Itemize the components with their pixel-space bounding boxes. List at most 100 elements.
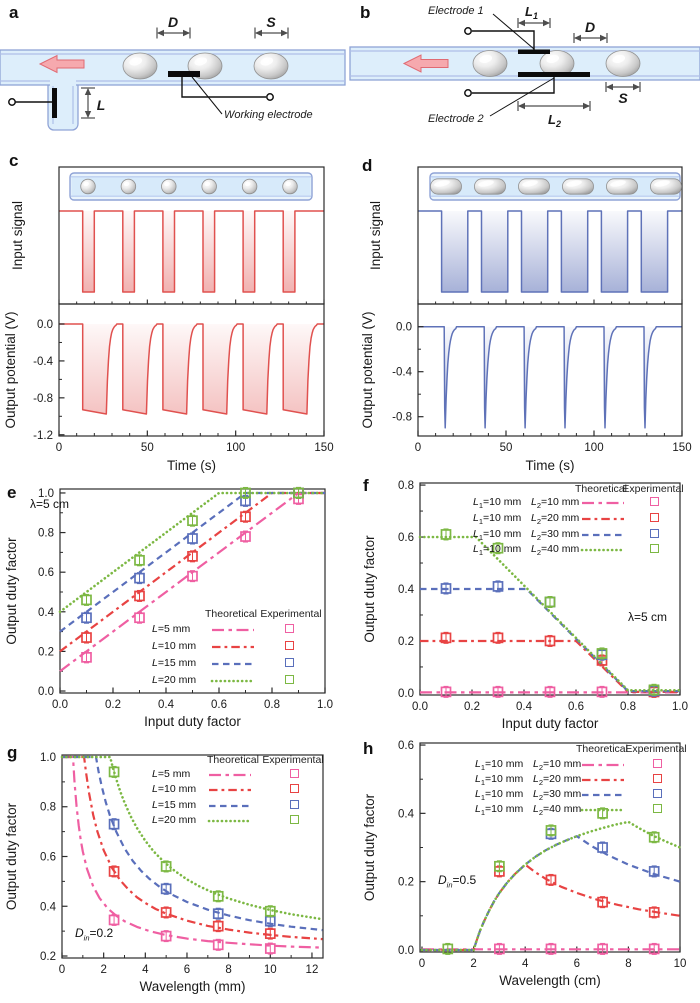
svg-text:0.4: 0.4 (398, 808, 415, 820)
svg-text:0.8: 0.8 (40, 802, 56, 814)
svg-text:S: S (618, 90, 628, 106)
chart-e-plot: 0.0 0.2 0.4 0.6 0.8 1.0 0.0 0.2 0.4 0.6 0.8 1.0 Inpu… (4, 486, 333, 729)
svg-text:Output duty factor: Output duty factor (4, 537, 19, 645)
svg-text:10: 10 (264, 964, 277, 976)
svg-text:4: 4 (522, 958, 529, 970)
svg-text:-0.4: -0.4 (392, 367, 412, 379)
svg-text:0.0: 0.0 (398, 688, 414, 700)
svg-text:Wavelength (mm): Wavelength (mm) (139, 979, 245, 994)
svg-text:0.4: 0.4 (516, 701, 533, 713)
chart-g-plot: 0 2 4 6 8 10 12 0.2 0.4 0.6 0.8 1.0 Wavelength (mm) O… (4, 752, 324, 994)
svg-text:0.6: 0.6 (38, 567, 54, 579)
svg-text:100: 100 (584, 442, 603, 454)
panel-letter-a: a (9, 3, 19, 22)
svg-text:12: 12 (306, 964, 319, 976)
svg-text:-0.8: -0.8 (392, 412, 412, 424)
annotation: λ=5 cm (628, 610, 668, 624)
svg-text:S: S (266, 14, 276, 30)
svg-text:0.6: 0.6 (568, 701, 584, 713)
svg-text:Time (s): Time (s) (167, 458, 216, 473)
svg-text:0.0: 0.0 (38, 686, 54, 698)
svg-text:6: 6 (184, 964, 190, 976)
svg-text:0.2: 0.2 (105, 699, 121, 711)
svg-text:0.0: 0.0 (398, 945, 414, 957)
panel-letter-f: f (363, 476, 369, 495)
svg-text:0.8: 0.8 (264, 699, 280, 711)
svg-text:0.2: 0.2 (398, 877, 414, 889)
chart-time-traces-red: 0 50 100 150 0.0 -0.4 -0.8 -1.2 Time (s) Input si… (0, 148, 350, 478)
svg-text:0.2: 0.2 (38, 646, 54, 658)
svg-text:1.0: 1.0 (672, 701, 688, 713)
svg-text:0: 0 (56, 442, 62, 454)
panel-letter-d: d (362, 156, 373, 175)
svg-text:L2: L2 (548, 112, 561, 129)
svg-text:1.0: 1.0 (38, 488, 54, 500)
chart-c-plot: 0 50 100 150 0.0 -0.4 -0.8 -1.2 Time (s) Input si… (3, 166, 334, 473)
svg-text:Electrode 1: Electrode 1 (428, 5, 484, 17)
chart-duty-factor-double: 0.0 0.2 0.4 0.6 0.8 1.0 0.0 0.2 0.4 0.6 0.8 Input d… (350, 478, 700, 740)
annotation: Din=0.2 (75, 926, 114, 943)
chart-wavelength-double: 0 2 4 6 8 10 0.0 0.2 0.4 0.6 Wavelength (cm) Output… (350, 740, 700, 1003)
svg-text:6: 6 (574, 958, 580, 970)
svg-text:Input duty factor: Input duty factor (502, 716, 599, 731)
svg-text:Output duty factor: Output duty factor (362, 793, 377, 901)
schematic-single-electrode: D S L Working electrode (0, 0, 350, 148)
schematic-two-electrodes: Electrode 1 L1 D Electrode 2 S L2 (349, 0, 700, 148)
chart-wavelength-single: 0 2 4 6 8 10 12 0.2 0.4 0.6 0.8 1.0 Wavelength (mm) O… (0, 740, 350, 1003)
svg-text:0.8: 0.8 (620, 701, 636, 713)
svg-text:150: 150 (314, 442, 333, 454)
svg-text:0.6: 0.6 (40, 852, 56, 864)
panel-letter-g: g (7, 743, 18, 762)
svg-text:0: 0 (59, 964, 65, 976)
svg-text:L1: L1 (525, 4, 538, 21)
svg-text:0.0: 0.0 (396, 322, 412, 334)
svg-text:0.6: 0.6 (398, 532, 414, 544)
svg-text:50: 50 (500, 442, 513, 454)
svg-text:0.0: 0.0 (37, 319, 53, 331)
svg-text:0.4: 0.4 (158, 699, 175, 711)
svg-text:150: 150 (672, 442, 691, 454)
svg-text:0.6: 0.6 (211, 699, 227, 711)
svg-text:-0.4: -0.4 (33, 356, 53, 368)
chart-duty-factor-single: 0.0 0.2 0.4 0.6 0.8 1.0 0.0 0.2 0.4 0.6 0.8 1.0 Inpu… (0, 478, 350, 740)
schematic-a-drawing: D S L Working electrode (0, 14, 346, 131)
svg-text:Input signal: Input signal (10, 201, 25, 270)
svg-text:0.2: 0.2 (398, 636, 414, 648)
svg-text:0.4: 0.4 (40, 901, 57, 913)
svg-text:10: 10 (674, 958, 687, 970)
panel-letter-h: h (363, 739, 374, 758)
svg-text:Output potential (V): Output potential (V) (360, 311, 375, 428)
svg-text:-0.8: -0.8 (33, 393, 53, 405)
panel-letter-b: b (360, 3, 371, 22)
schematic-b-drawing: Electrode 1 L1 D Electrode 2 S L2 (349, 4, 700, 129)
svg-text:8: 8 (225, 964, 231, 976)
svg-text:Wavelength (cm): Wavelength (cm) (499, 973, 601, 988)
svg-text:0.8: 0.8 (398, 480, 414, 492)
svg-text:0.4: 0.4 (398, 584, 415, 596)
chart-f-plot: 0.0 0.2 0.4 0.6 0.8 1.0 0.0 0.2 0.4 0.6 0.8 Input d… (362, 480, 688, 731)
svg-text:4: 4 (142, 964, 149, 976)
svg-text:L: L (97, 97, 106, 113)
svg-text:-1.2: -1.2 (33, 430, 53, 442)
chart-time-traces-blue: 0 50 100 150 0.0 -0.4 -0.8 Time (s) Input signal… (350, 148, 700, 478)
svg-text:8: 8 (625, 958, 631, 970)
svg-text:Input duty factor: Input duty factor (144, 714, 241, 729)
annotation: Din=0.5 (438, 873, 477, 890)
annotation: λ=5 cm (30, 497, 70, 511)
svg-text:Output potential (V): Output potential (V) (3, 311, 18, 428)
svg-text:0.2: 0.2 (40, 951, 56, 963)
svg-text:1.0: 1.0 (317, 699, 333, 711)
svg-text:Working electrode: Working electrode (224, 109, 313, 121)
svg-text:0: 0 (415, 442, 421, 454)
svg-text:2: 2 (470, 958, 476, 970)
svg-text:Time (s): Time (s) (526, 458, 575, 473)
svg-text:1.0: 1.0 (40, 752, 56, 764)
svg-text:50: 50 (141, 442, 154, 454)
svg-text:0.6: 0.6 (398, 740, 414, 752)
svg-text:Electrode 2: Electrode 2 (428, 113, 484, 125)
panel-letter-c: c (9, 151, 19, 170)
svg-text:0.8: 0.8 (38, 528, 54, 540)
svg-text:D: D (168, 14, 178, 30)
svg-text:0.0: 0.0 (412, 701, 428, 713)
